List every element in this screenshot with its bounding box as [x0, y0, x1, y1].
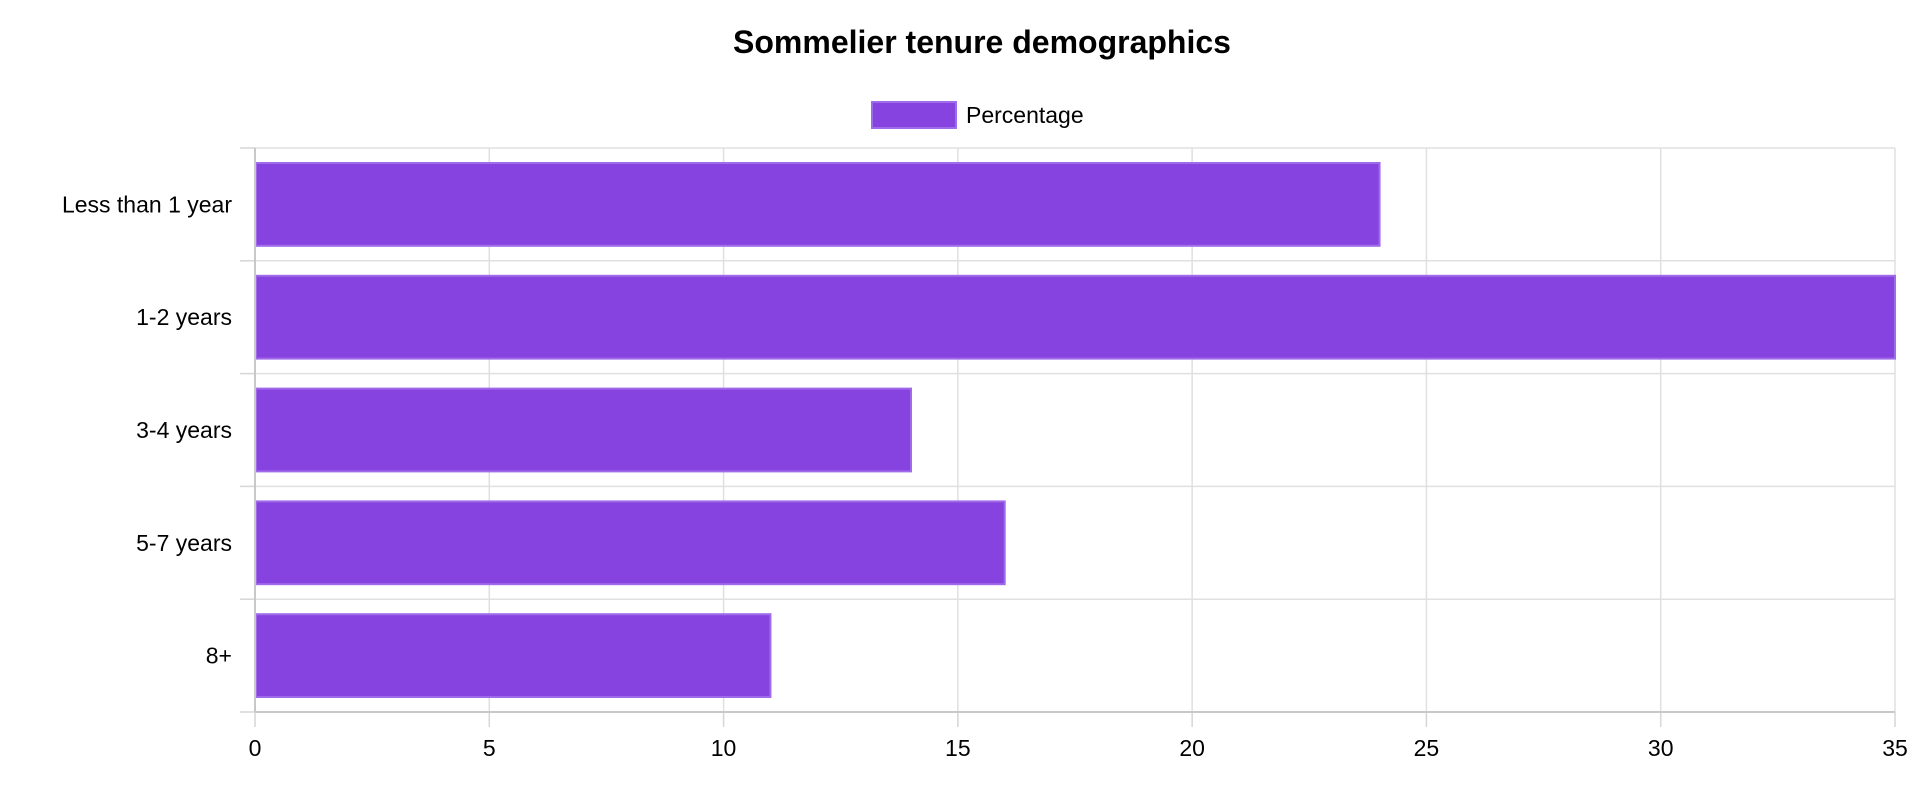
- legend-label-percentage: Percentage: [966, 102, 1084, 128]
- labels: 0 5 10 15 20 25 30 35 Less than 1 year 1-2 years 3…: [62, 191, 1908, 761]
- x-tick-label: 35: [1882, 735, 1908, 761]
- category-label: 8+: [206, 643, 232, 669]
- x-tick-label: 25: [1414, 735, 1440, 761]
- bar: [255, 387, 912, 473]
- x-tick-label: 15: [945, 735, 971, 761]
- legend[interactable]: Percentage: [871, 101, 1084, 129]
- x-tick-label: 30: [1648, 735, 1674, 761]
- bar: [255, 162, 1381, 247]
- x-tick-label: 20: [1179, 735, 1205, 761]
- category-label: 5-7 years: [136, 530, 232, 556]
- x-tick-label: 0: [249, 735, 262, 761]
- grid-lines: [255, 147, 1896, 712]
- category-label: Less than 1 year: [62, 191, 232, 217]
- category-label: 1-2 years: [136, 304, 232, 330]
- bar: [255, 274, 1896, 360]
- bar: [255, 500, 1006, 586]
- bar: [255, 613, 772, 699]
- x-tick-label: 5: [483, 735, 496, 761]
- chart-title: Sommelier tenure demographics: [733, 24, 1231, 60]
- bars: [255, 162, 1896, 699]
- category-label: 3-4 years: [136, 417, 232, 443]
- legend-swatch-percentage: [871, 101, 957, 129]
- axes: [240, 147, 1896, 727]
- x-tick-label: 10: [711, 735, 737, 761]
